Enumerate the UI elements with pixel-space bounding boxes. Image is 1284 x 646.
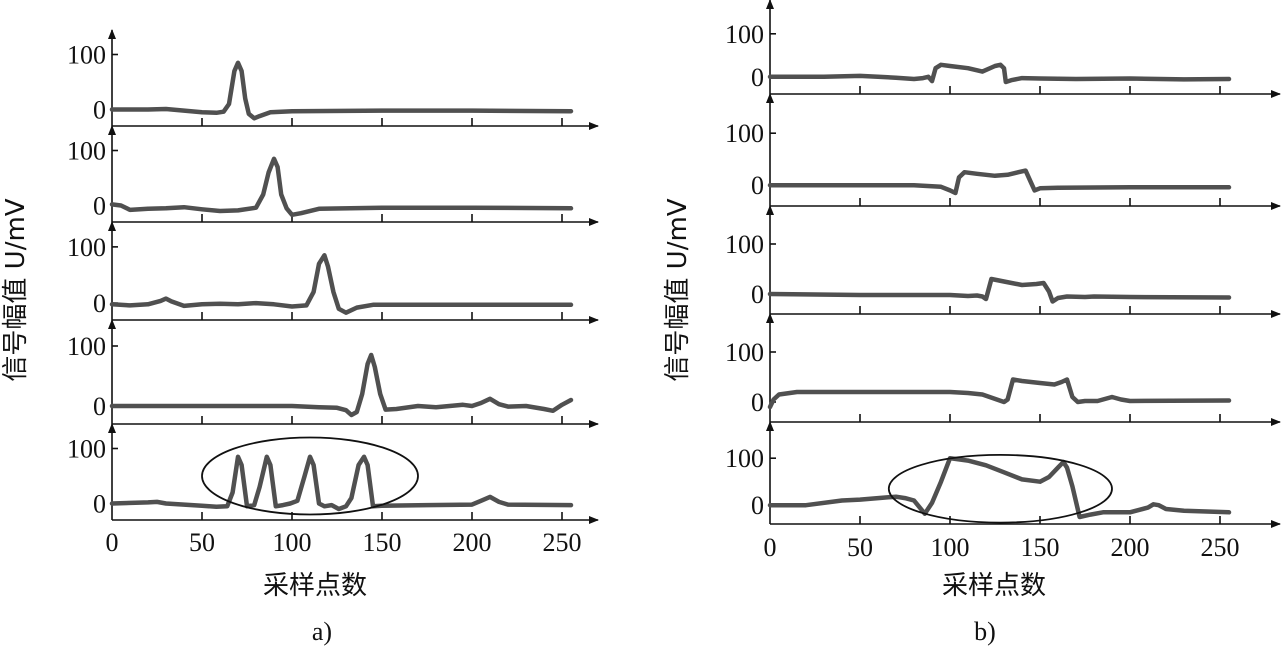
y-tick-label: 100: [67, 41, 106, 70]
y-tick-label: 100: [67, 233, 106, 262]
panel-a-xlabel: 采样点数: [263, 571, 367, 601]
y-tick-label: 0: [751, 63, 764, 92]
x-tick-label: 250: [543, 528, 582, 557]
y-tick-label: 100: [725, 230, 764, 259]
panel-b-ylabel: 信号幅值 U/mV: [663, 198, 693, 381]
y-tick-label: 100: [725, 20, 764, 49]
y-tick-label: 100: [725, 119, 764, 148]
y-tick-label: 100: [67, 332, 106, 361]
signal-line: [767, 455, 1232, 520]
x-tick-labels: 0 50 100 150 200 250: [106, 528, 582, 557]
subplot-3: 0 100: [67, 221, 599, 324]
highlight-ellipse: [201, 436, 419, 516]
highlight-ellipse: [887, 454, 1113, 524]
y-tick-label: 0: [93, 392, 106, 421]
y-tick-label: 0: [751, 171, 764, 200]
subplot-3: 0 100: [725, 205, 1281, 318]
x-tick-label: 150: [363, 528, 402, 557]
x-tick-label: 250: [1201, 533, 1240, 562]
x-tick-label: 200: [1111, 533, 1150, 562]
x-tick-label: 100: [273, 528, 312, 557]
signal-line: [109, 253, 574, 315]
signal-line: [767, 377, 1232, 410]
x-tick-label: 50: [847, 533, 873, 562]
x-tick-label: 150: [1021, 533, 1060, 562]
signal-line: [109, 352, 574, 418]
signal-line: [767, 276, 1232, 304]
subplot-5: 0 100: [67, 423, 599, 524]
y-tick-label: 100: [67, 137, 106, 166]
x-tick-label: 100: [931, 533, 970, 562]
signal-line: [109, 156, 574, 218]
x-tick-label: 0: [764, 533, 777, 562]
signal-line: [767, 62, 1232, 85]
x-tick-label: 200: [453, 528, 492, 557]
y-tick-label: 0: [93, 490, 106, 519]
panel-a-label: a): [312, 617, 332, 646]
y-tick-label: 0: [751, 388, 764, 417]
subplot-2: 0 100: [725, 93, 1281, 210]
y-tick-label: 0: [93, 192, 106, 221]
y-tick-label: 100: [725, 338, 764, 367]
panel-b-label: b): [974, 617, 996, 646]
y-tick-label: 0: [751, 280, 764, 309]
y-tick-label: 100: [67, 435, 106, 464]
x-tick-label: 50: [189, 528, 215, 557]
panel-a: 0 100 0 100 0 100 0 100 0 100 0 50 100 150 200 250: [67, 29, 599, 557]
y-tick-label: 100: [725, 444, 764, 473]
subplot-4: 0 100: [67, 319, 599, 428]
x-tick-label: 0: [106, 528, 119, 557]
signal-line: [109, 454, 574, 512]
signal-line: [767, 168, 1232, 196]
subplot-2: 0 100: [67, 125, 599, 226]
subplot-4: 0 100: [725, 313, 1281, 426]
subplot-1: 0 100: [67, 29, 599, 130]
y-tick-label: 0: [751, 491, 764, 520]
signal-line: [109, 60, 574, 121]
x-tick-labels: 0 50 100 150 200 250: [764, 533, 1240, 562]
y-tick-label: 0: [93, 96, 106, 125]
panel-b-xlabel: 采样点数: [942, 571, 1046, 601]
subplot-5: 0 100: [725, 421, 1281, 528]
panel-a-ylabel: 信号幅值 U/mV: [1, 198, 31, 381]
y-tick-label: 0: [93, 289, 106, 318]
